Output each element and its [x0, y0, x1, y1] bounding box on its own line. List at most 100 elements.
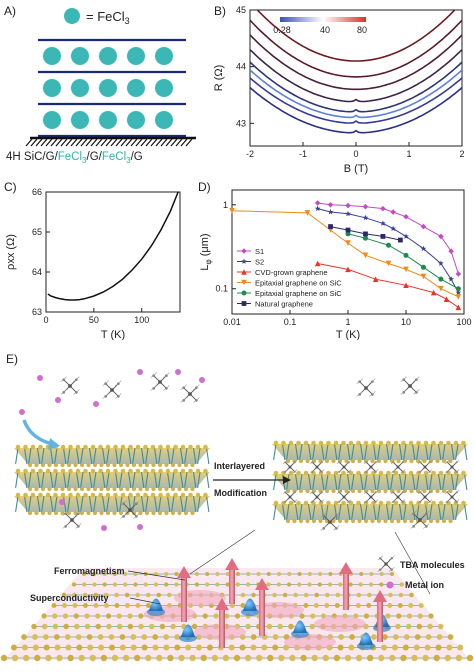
bond	[372, 503, 377, 521]
molecule-h	[373, 491, 376, 494]
lattice-atom	[389, 654, 396, 662]
data-point	[438, 285, 444, 292]
fecl3-legend-sphere	[64, 8, 80, 24]
molecule-h	[417, 501, 421, 504]
lattice-atom	[344, 654, 352, 662]
atom	[273, 440, 279, 446]
x-tick-label: -1	[299, 149, 307, 159]
lattice-atom	[250, 634, 257, 640]
plot-frame	[45, 191, 181, 313]
molecule-h	[123, 500, 127, 504]
spin-arrow-shaft	[259, 590, 265, 636]
lattice-atom	[425, 634, 432, 640]
bond	[338, 443, 342, 461]
molecule-h	[426, 523, 430, 527]
y-tick-label: 1	[223, 200, 228, 210]
molecule-h	[312, 469, 315, 472]
bond	[273, 443, 277, 461]
bond	[281, 503, 286, 521]
molecule-h	[454, 491, 457, 494]
metal-ion	[19, 409, 25, 415]
atom	[273, 470, 279, 476]
y-tick-label: 0.1	[215, 284, 228, 294]
molecule-h	[336, 512, 340, 516]
molecule-h	[420, 489, 423, 493]
molecule-h	[429, 499, 433, 502]
data-point	[362, 214, 369, 221]
atom	[60, 510, 65, 516]
lattice-atom	[78, 654, 85, 662]
atom	[47, 510, 52, 516]
data-point	[420, 245, 427, 252]
bond	[273, 503, 277, 521]
hatch-line	[180, 138, 188, 147]
atom	[428, 518, 434, 524]
lattice-atom	[322, 654, 329, 662]
metal-ion	[175, 369, 181, 375]
molecule-h	[153, 372, 157, 376]
fecl3-sphere	[71, 47, 89, 65]
molecule-h	[346, 461, 349, 464]
bond	[106, 495, 110, 513]
molecule-h	[375, 469, 379, 472]
lattice-atom	[424, 644, 431, 651]
atom	[409, 488, 414, 494]
legend-entry: CVD-grown graphene	[255, 268, 328, 277]
modification-arrow	[213, 476, 291, 484]
spin-arrow-head	[339, 562, 353, 574]
data-point	[345, 202, 351, 209]
curves	[250, 10, 462, 134]
crystal-slab	[272, 444, 468, 460]
molecule-h	[393, 469, 396, 472]
bond	[286, 443, 290, 461]
molecule-h	[403, 389, 407, 393]
data-point	[241, 269, 247, 275]
lattice-atom	[427, 623, 433, 630]
atom	[348, 470, 354, 476]
lattice-atom	[62, 613, 69, 619]
atom	[341, 470, 346, 476]
metal-ion	[137, 524, 143, 530]
molecule-h	[339, 499, 342, 502]
atom	[92, 462, 98, 468]
panel-d: D) 0.01 0.1 1 10 100 0.1 1 T (K) Lφ (μm) S1 S2 CVD-…	[196, 178, 474, 340]
molecule-h	[375, 499, 379, 502]
lattice-atom	[317, 582, 322, 587]
molecule-arm	[385, 563, 393, 571]
bond	[36, 495, 41, 513]
atom	[83, 492, 88, 498]
lattice-atom	[289, 654, 296, 662]
lattice-atom	[22, 654, 30, 662]
bond	[192, 471, 197, 489]
lattice-atom	[395, 623, 401, 630]
bond	[325, 503, 329, 521]
lattice-atom	[300, 654, 307, 662]
lattice-atom	[455, 654, 463, 662]
fecl3-sphere	[71, 79, 89, 97]
lattice-atom	[278, 654, 285, 662]
intercalated-molecule	[444, 459, 460, 474]
lattice-atom	[215, 572, 220, 576]
atom	[402, 518, 408, 524]
hatch-line	[75, 138, 83, 147]
atom	[164, 510, 169, 516]
molecule-h	[373, 471, 376, 474]
bond	[145, 447, 149, 465]
molecule-arm	[365, 387, 373, 395]
bond	[307, 443, 312, 461]
atom	[177, 510, 182, 516]
molecule-h	[193, 400, 197, 403]
bond	[429, 503, 433, 521]
molecule-h	[391, 555, 395, 559]
intercalated-molecule	[390, 459, 406, 474]
atom	[370, 458, 375, 464]
lattice-atom	[366, 654, 374, 662]
molecule-arm	[189, 393, 197, 401]
molecule-arm	[397, 466, 404, 473]
atom	[164, 462, 169, 468]
atom	[281, 440, 286, 446]
molecule-arm	[316, 466, 323, 473]
atom	[422, 518, 427, 524]
cooper-pair-blob	[149, 598, 163, 611]
lattice-atom	[255, 654, 263, 662]
